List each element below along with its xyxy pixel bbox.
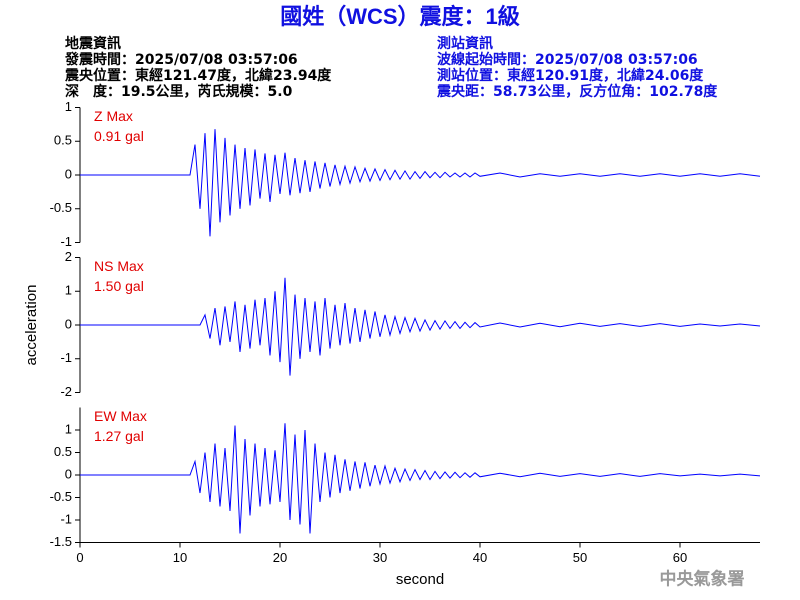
y-tick-label: 1	[65, 99, 72, 114]
x-tick-label: 0	[76, 550, 83, 565]
y-tick-label: 1	[65, 421, 72, 436]
info-text: 震央距：58.73公里，反方位角：102.78度	[436, 83, 718, 100]
info-text: 震央位置：東經121.47度，北緯23.94度	[64, 67, 332, 84]
y-tick-label: 0	[65, 466, 72, 481]
x-tick-label: 10	[173, 550, 187, 565]
max-label: 0.91 gal	[94, 128, 144, 144]
watermark: 中央氣象署	[660, 569, 745, 590]
y-tick-label: -0.5	[50, 200, 72, 215]
y-tick-label: -1	[60, 511, 72, 526]
x-tick-label: 20	[273, 550, 287, 565]
channel-label: Z Max	[94, 108, 133, 124]
y-tick-label: 0	[65, 316, 72, 331]
x-tick-label: 40	[473, 550, 487, 565]
info-text: 地震資訊	[65, 35, 121, 52]
waveform	[80, 277, 761, 376]
y-tick-label: -1	[60, 234, 72, 249]
x-tick-label: 50	[573, 550, 587, 565]
y-tick-label: -1	[60, 350, 72, 365]
y-tick-label: 1	[65, 283, 72, 298]
max-label: 1.27 gal	[94, 428, 144, 444]
x-axis-label: second	[396, 571, 444, 588]
chart-title: 國姓（WCS）震度：1級	[280, 4, 520, 29]
info-text: 波線起始時間：2025/07/08 03:57:06	[437, 51, 698, 68]
info-text: 測站位置：東經120.91度，北緯24.06度	[437, 67, 704, 84]
waveform	[80, 423, 761, 534]
y-tick-label: 2	[65, 249, 72, 264]
channel-label: EW Max	[94, 408, 147, 424]
y-tick-label: -0.5	[50, 489, 72, 504]
max-label: 1.50 gal	[94, 278, 144, 294]
info-text: 測站資訊	[437, 35, 493, 52]
y-tick-label: 0	[65, 166, 72, 181]
info-text: 深 度：19.5公里，芮氏規模：5.0	[65, 83, 293, 100]
x-tick-label: 60	[673, 550, 687, 565]
x-tick-label: 30	[373, 550, 387, 565]
y-tick-label: 0.5	[54, 444, 72, 459]
waveform	[80, 129, 761, 237]
y-tick-label: -2	[60, 384, 72, 399]
y-axis-label: acceleration	[23, 285, 40, 366]
channel-label: NS Max	[94, 258, 144, 274]
y-tick-label: -1.5	[50, 534, 72, 549]
y-tick-label: 0.5	[54, 133, 72, 148]
info-text: 發震時間：2025/07/08 03:57:06	[64, 51, 298, 68]
